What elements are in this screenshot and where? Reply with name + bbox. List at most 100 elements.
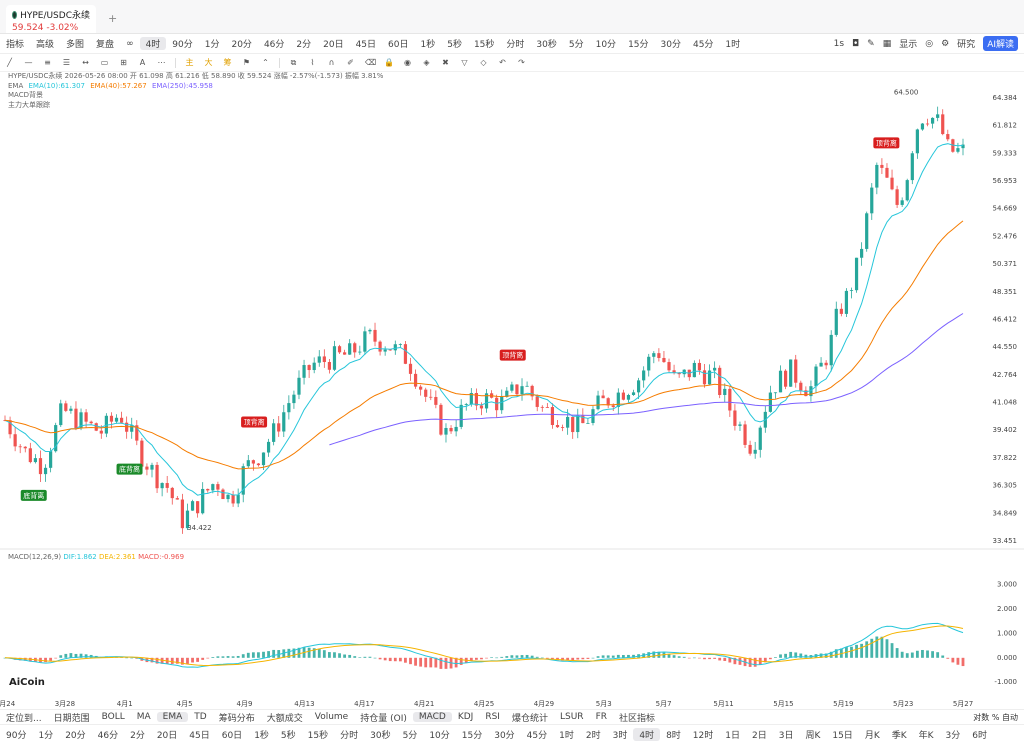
- bottom-tf-item[interactable]: 15日: [832, 731, 853, 741]
- bottom-tf-item[interactable]: 30分: [494, 731, 515, 741]
- bottom-tf-item[interactable]: 年K: [918, 731, 934, 741]
- tf-item[interactable]: 1分: [204, 40, 220, 50]
- fib-tool-icon[interactable]: ⊞: [120, 58, 127, 67]
- chip-tool-icon[interactable]: 筹: [223, 58, 232, 67]
- ind-community[interactable]: 社区指标: [619, 713, 656, 724]
- percent-toggle[interactable]: %: [991, 713, 1000, 722]
- bottom-tf-item[interactable]: 15秒: [307, 731, 329, 741]
- ruler-icon[interactable]: ⌇: [310, 58, 315, 67]
- text-tool-icon[interactable]: A: [139, 58, 146, 67]
- layers-icon[interactable]: ◈: [423, 58, 430, 67]
- tf-item[interactable]: 20日: [323, 40, 344, 50]
- tf-item[interactable]: 5分: [568, 40, 584, 50]
- tf-item[interactable]: 15分: [628, 40, 649, 50]
- ind-rsi[interactable]: RSI: [485, 712, 500, 722]
- bottom-tf-item[interactable]: 周K: [805, 731, 821, 741]
- bottom-tf-item[interactable]: 20日: [156, 731, 178, 741]
- ind-volume[interactable]: Volume: [314, 712, 349, 722]
- ind-lsur[interactable]: LSUR: [559, 712, 584, 722]
- expand-icon[interactable]: ⌃: [262, 58, 269, 67]
- ind-macd[interactable]: MACD: [412, 712, 452, 722]
- tf-item[interactable]: 20分: [231, 40, 252, 50]
- bottom-tf-item[interactable]: 1时: [559, 731, 574, 741]
- bottom-tf-item[interactable]: 3分: [945, 731, 961, 741]
- bottom-tf-item[interactable]: 90分: [6, 731, 27, 741]
- date-range-select[interactable]: 日期范围: [53, 713, 90, 724]
- bottom-tf-item[interactable]: 3时: [612, 731, 628, 741]
- log-toggle[interactable]: 对数: [973, 713, 990, 722]
- bottom-tf-item[interactable]: 3日: [778, 731, 794, 741]
- bottom-tf-item[interactable]: 2时: [585, 731, 601, 741]
- bottom-tf-item[interactable]: 分时: [340, 731, 359, 741]
- ind-large-trade[interactable]: 大额成交: [266, 713, 303, 724]
- add-tab-icon[interactable]: +: [108, 12, 118, 25]
- line-tool-icon[interactable]: ╱: [7, 58, 12, 67]
- arrow-tool-icon[interactable]: ↔: [82, 58, 89, 67]
- bottom-tf-item[interactable]: 2日: [751, 731, 767, 741]
- bottom-tf-item[interactable]: 1分: [38, 731, 54, 741]
- eraser-icon[interactable]: ⌫: [365, 58, 377, 67]
- ind-boll[interactable]: BOLL: [101, 712, 125, 722]
- flag-tool-icon[interactable]: ⚑: [242, 58, 251, 67]
- trash-icon[interactable]: ✖: [442, 58, 449, 67]
- lock-icon[interactable]: 🔒: [384, 58, 394, 67]
- tf-item[interactable]: 15秒: [473, 40, 495, 50]
- ind-fr[interactable]: FR: [595, 712, 607, 722]
- magnet-icon[interactable]: ∩: [328, 58, 335, 67]
- tf-item[interactable]: 45日: [355, 40, 377, 50]
- main-tool-icon[interactable]: 主: [185, 58, 194, 67]
- auto-toggle[interactable]: 自动: [1002, 713, 1018, 722]
- ray-tool-icon[interactable]: —: [24, 58, 33, 67]
- rect-tool-icon[interactable]: ▭: [100, 58, 109, 67]
- gear-icon[interactable]: ⚙: [941, 38, 950, 49]
- tab-hype-usdc[interactable]: HYPE/USDC永续 59.524 -3.02%: [6, 5, 96, 33]
- bottom-tf-item[interactable]: 8时: [666, 731, 681, 741]
- speed-label[interactable]: 1s: [833, 38, 845, 49]
- ind-kdj[interactable]: KDJ: [457, 712, 474, 722]
- bottom-tf-item[interactable]: 45日: [189, 731, 210, 741]
- tf-item[interactable]: 1时: [725, 40, 741, 50]
- tf-item[interactable]: 60日: [388, 40, 409, 50]
- copy-icon[interactable]: ⧉: [290, 58, 297, 67]
- ind-liq[interactable]: 爆仓统计: [511, 713, 548, 724]
- bottom-tf-item[interactable]: 1秒: [254, 731, 269, 741]
- indicator-button[interactable]: 指标: [6, 40, 25, 50]
- filter-icon[interactable]: ▽: [461, 58, 468, 67]
- bottom-tf-item[interactable]: 季K: [891, 731, 907, 741]
- tf-item[interactable]: 5秒: [447, 40, 462, 50]
- bottom-tf-item[interactable]: 12时: [692, 731, 714, 741]
- bottom-tf-item[interactable]: 46分: [97, 731, 119, 741]
- hline-tool-icon[interactable]: ≡: [44, 58, 51, 67]
- brush-icon[interactable]: ✐: [347, 58, 354, 67]
- bottom-tf-item[interactable]: 20分: [65, 731, 86, 741]
- grid-icon[interactable]: ▦: [882, 38, 892, 49]
- tf-item[interactable]: 30秒: [536, 40, 557, 50]
- tf-item[interactable]: 90分: [172, 40, 193, 50]
- multi-chart-button[interactable]: 多图: [66, 40, 85, 50]
- tf-item[interactable]: 46分: [263, 40, 285, 50]
- bottom-tf-item[interactable]: 6时: [972, 731, 987, 741]
- advanced-button[interactable]: 高级: [36, 40, 55, 50]
- bottom-tf-item[interactable]: 2分: [130, 731, 145, 741]
- tf-item[interactable]: 2分: [296, 40, 312, 50]
- channel-tool-icon[interactable]: ☰: [62, 58, 71, 67]
- mark-icon[interactable]: ◇: [480, 58, 487, 67]
- research-button[interactable]: 研究: [957, 40, 976, 50]
- ind-td[interactable]: TD: [194, 712, 207, 722]
- tf-item[interactable]: 30分: [660, 40, 681, 50]
- camera-icon[interactable]: ◘: [852, 38, 860, 49]
- ind-oi[interactable]: 持仓量 (OI): [360, 713, 407, 724]
- bottom-tf-item[interactable]: 45分: [526, 731, 548, 741]
- eye-icon[interactable]: ◉: [404, 58, 411, 67]
- bottom-tf-item[interactable]: 月K: [864, 731, 880, 741]
- redo-icon[interactable]: ↷: [518, 58, 525, 67]
- undo-icon[interactable]: ↶: [499, 58, 506, 67]
- ind-ema[interactable]: EMA: [156, 712, 189, 722]
- replay-button[interactable]: 复盘: [96, 40, 115, 50]
- bottom-tf-item[interactable]: 5分: [402, 731, 418, 741]
- pen-icon[interactable]: ✎: [867, 38, 875, 49]
- big-tool-icon[interactable]: 大: [204, 58, 213, 67]
- interval-select[interactable]: 4时: [139, 37, 167, 50]
- tf-item[interactable]: 45分: [692, 40, 714, 50]
- bottom-tf-item[interactable]: 30秒: [370, 731, 391, 741]
